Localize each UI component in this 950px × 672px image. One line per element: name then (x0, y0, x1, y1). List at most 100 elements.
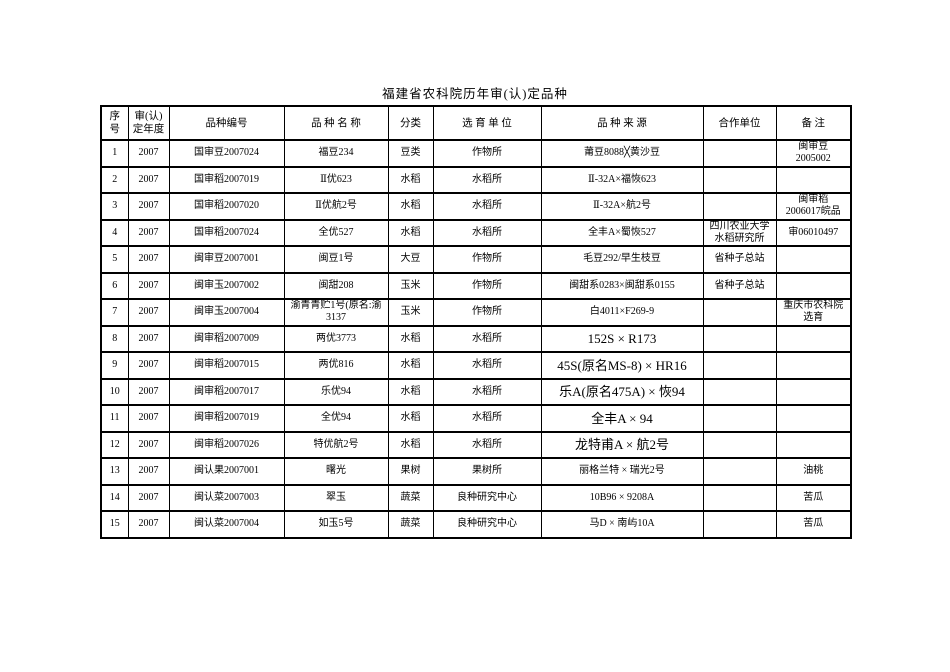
cell-name: 全优94 (283, 404, 389, 433)
table-row: 4 2007 国审稻2007024 全优527 水稻 水稻所 全丰A×蜀恢527 四川农业大学… (100, 218, 852, 247)
cell-no: 11 (100, 404, 129, 433)
table-row: 2 2007 国审稻2007019 Ⅱ优623 水稻 水稻所 Ⅱ-32A×福恢623 (100, 165, 852, 194)
cell-source: 乐A(原名475A) × 恢94 (540, 377, 704, 406)
cell-remark (775, 324, 852, 353)
cell-code: 闽审玉2007002 (168, 271, 285, 300)
cell-no: 5 (100, 245, 129, 274)
cell-category: 水稻 (387, 218, 434, 247)
cell-breeder: 水稻所 (432, 351, 542, 380)
cell-source: Ⅱ-32A×福恢623 (540, 165, 704, 194)
cell-no: 15 (100, 510, 129, 539)
cell-category: 蔬菜 (387, 510, 434, 539)
cell-source: 闽甜系0283×闽甜系0155 (540, 271, 704, 300)
cell-no: 8 (100, 324, 129, 353)
varieties-table: 序 号审(认) 定年度 品种编号品 种 名 称分类选 育 单 位品 种 来 源合作… (100, 105, 852, 539)
cell-source: 45S(原名MS-8) × HR16 (540, 351, 704, 380)
cell-remark: 苦瓜 (775, 483, 852, 512)
column-header-year: 审(认) 定年度 (127, 105, 170, 141)
cell-partner (702, 404, 777, 433)
cell-partner (702, 483, 777, 512)
cell-remark (775, 245, 852, 274)
cell-remark: 油桃 (775, 457, 852, 486)
cell-name: 如玉5号 (283, 510, 389, 539)
cell-year: 2007 (127, 483, 170, 512)
cell-partner (702, 192, 777, 221)
cell-year: 2007 (127, 510, 170, 539)
cell-remark (775, 404, 852, 433)
cell-no: 9 (100, 351, 129, 380)
cell-breeder: 作物所 (432, 298, 542, 327)
cell-year: 2007 (127, 324, 170, 353)
cell-name: 特优航2号 (283, 430, 389, 459)
cell-no: 4 (100, 218, 129, 247)
cell-partner (702, 377, 777, 406)
cell-name: 乐优94 (283, 377, 389, 406)
cell-code: 闽审稻2007019 (168, 404, 285, 433)
cell-source: 丽格兰特 × 瑞光2号 (540, 457, 704, 486)
cell-remark: 重庆市农科院 选育 (775, 298, 852, 327)
cell-category: 大豆 (387, 245, 434, 274)
cell-source: 莆豆8088╳黄沙豆 (540, 139, 704, 168)
table-row: 9 2007 闽审稻2007015 两优816 水稻 水稻所 45S(原名MS-8) × H… (100, 351, 852, 380)
cell-partner: 四川农业大学 水稻研究所 (702, 218, 777, 247)
cell-name: Ⅱ优623 (283, 165, 389, 194)
cell-category: 水稻 (387, 430, 434, 459)
cell-breeder: 作物所 (432, 139, 542, 168)
cell-no: 13 (100, 457, 129, 486)
table-row: 7 2007 闽审玉2007004 渝青青贮1号(原名:渝 3137 玉米 作物所 白401… (100, 298, 852, 327)
cell-year: 2007 (127, 430, 170, 459)
cell-remark (775, 377, 852, 406)
column-header-source: 品 种 来 源 (540, 105, 704, 141)
cell-no: 7 (100, 298, 129, 327)
cell-partner (702, 165, 777, 194)
cell-category: 玉米 (387, 298, 434, 327)
cell-year: 2007 (127, 139, 170, 168)
cell-year: 2007 (127, 298, 170, 327)
table-header: 序 号审(认) 定年度 品种编号品 种 名 称分类选 育 单 位品 种 来 源合作… (100, 105, 852, 141)
cell-code: 国审豆2007024 (168, 139, 285, 168)
cell-no: 3 (100, 192, 129, 221)
column-header-name: 品 种 名 称 (283, 105, 389, 141)
table-row: 15 2007 闽认菜2007004 如玉5号 蔬菜 良种研究中心 马D × 南屿10A 苦瓜 (100, 510, 852, 539)
table-row: 3 2007 国审稻2007020 Ⅱ优航2号 水稻 水稻所 Ⅱ-32A×航2号 闽审稻 20… (100, 192, 852, 221)
cell-partner: 省种子总站 (702, 245, 777, 274)
table-body: 1 2007 国审豆2007024 福豆234 豆类 作物所 莆豆8088╳黄沙豆 闽审豆 2… (100, 139, 852, 539)
cell-breeder: 果树所 (432, 457, 542, 486)
cell-category: 水稻 (387, 377, 434, 406)
cell-remark: 闽审稻 2006017皖品 (775, 192, 852, 221)
cell-category: 蔬菜 (387, 483, 434, 512)
cell-partner (702, 457, 777, 486)
cell-category: 水稻 (387, 324, 434, 353)
cell-category: 果树 (387, 457, 434, 486)
cell-no: 10 (100, 377, 129, 406)
cell-category: 水稻 (387, 404, 434, 433)
column-header-remark: 备 注 (775, 105, 852, 141)
cell-name: 两优816 (283, 351, 389, 380)
cell-remark (775, 165, 852, 194)
cell-remark (775, 351, 852, 380)
cell-code: 闽审稻2007009 (168, 324, 285, 353)
cell-breeder: 水稻所 (432, 165, 542, 194)
cell-partner (702, 298, 777, 327)
cell-code: 国审稻2007019 (168, 165, 285, 194)
cell-remark: 审06010497 (775, 218, 852, 247)
cell-year: 2007 (127, 457, 170, 486)
cell-year: 2007 (127, 404, 170, 433)
cell-code: 闽审稻2007017 (168, 377, 285, 406)
cell-partner (702, 324, 777, 353)
cell-breeder: 作物所 (432, 271, 542, 300)
cell-breeder: 水稻所 (432, 404, 542, 433)
cell-code: 闽认菜2007003 (168, 483, 285, 512)
cell-year: 2007 (127, 245, 170, 274)
header-row: 序 号审(认) 定年度 品种编号品 种 名 称分类选 育 单 位品 种 来 源合作… (100, 105, 852, 141)
cell-source: 马D × 南屿10A (540, 510, 704, 539)
table-row: 10 2007 闽审稻2007017 乐优94 水稻 水稻所 乐A(原名475A) × 恢9… (100, 377, 852, 406)
column-header-breeder: 选 育 单 位 (432, 105, 542, 141)
cell-remark: 苦瓜 (775, 510, 852, 539)
cell-source: 白4011×F269-9 (540, 298, 704, 327)
cell-year: 2007 (127, 192, 170, 221)
cell-breeder: 良种研究中心 (432, 510, 542, 539)
cell-breeder: 水稻所 (432, 218, 542, 247)
cell-no: 1 (100, 139, 129, 168)
